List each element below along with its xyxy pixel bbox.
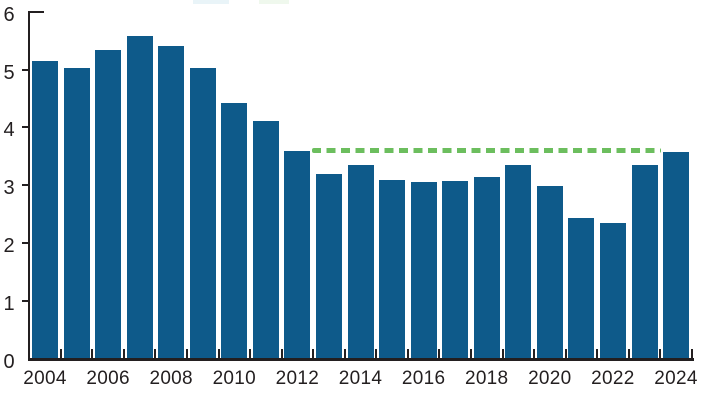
x-axis-label: 2010: [212, 368, 257, 389]
y-axis-top-tick: [29, 10, 44, 13]
x-axis-tick: [469, 349, 472, 358]
bar-2020: [536, 185, 563, 358]
y-axis-label: 1: [3, 293, 15, 316]
bar-2023: [631, 165, 658, 358]
x-axis-label: 2012: [275, 368, 320, 389]
x-axis-label: 2006: [86, 368, 130, 389]
y-axis-label: 4: [3, 119, 15, 142]
bar-2018: [473, 177, 500, 358]
bar-2013: [315, 174, 342, 358]
x-axis-tick: [406, 349, 409, 358]
x-axis-label: 2018: [464, 368, 509, 389]
bar-2022: [599, 222, 626, 358]
reference-dashed-line: [312, 148, 661, 154]
x-axis-label: 2024: [654, 368, 698, 389]
bar-2004: [32, 60, 58, 358]
x-axis-label: 2014: [338, 368, 383, 389]
x-axis-tick: [217, 349, 220, 358]
bar-2015: [379, 179, 406, 358]
y-axis-label: 2: [3, 235, 15, 258]
x-axis-tick: [659, 349, 662, 358]
bar-2021: [568, 217, 595, 358]
bar-2006: [95, 50, 122, 358]
x-axis-tick: [312, 349, 315, 358]
x-axis-line: [28, 358, 694, 361]
bar-2024: [663, 151, 689, 358]
x-axis-label: 2022: [591, 368, 635, 389]
bar-2008: [158, 45, 185, 358]
x-axis-tick: [501, 349, 504, 358]
bar-2017: [442, 180, 469, 358]
y-axis-tick: [22, 68, 29, 71]
y-axis-label: 0: [3, 351, 15, 373]
x-axis-tick: [122, 349, 125, 358]
x-axis-tick: [533, 349, 535, 358]
x-axis-tick: [438, 349, 441, 358]
x-axis-tick: [154, 349, 157, 358]
x-axis-tick: [343, 349, 346, 358]
y-axis-label: 6: [3, 3, 15, 26]
y-axis-tick: [22, 126, 29, 129]
bar-2009: [189, 68, 216, 358]
x-axis-tick: [596, 349, 599, 358]
x-axis-tick: [564, 349, 567, 358]
bar-2016: [410, 181, 437, 358]
bar-2007: [126, 35, 153, 358]
x-axis-label: 2008: [149, 368, 193, 389]
x-axis-label: 2020: [528, 368, 572, 389]
bar-2014: [347, 165, 374, 358]
bar-2012: [284, 150, 311, 358]
x-axis-tick: [91, 349, 94, 358]
x-axis-tick: [249, 349, 252, 358]
y-axis-label: 5: [3, 61, 15, 84]
cropped-text-remnant: [193, 0, 313, 4]
y-axis-tick: [22, 184, 29, 187]
x-axis-label: 2016: [401, 368, 446, 389]
y-axis-tick: [22, 242, 29, 245]
x-axis-tick: [280, 349, 283, 358]
x-axis-tick: [186, 349, 188, 358]
x-axis-tick: [375, 349, 378, 358]
x-axis-tick: [690, 349, 693, 358]
x-axis-tick: [59, 349, 62, 358]
x-axis-tick: [627, 349, 630, 358]
bar-2011: [252, 121, 279, 358]
y-axis-label: 3: [3, 177, 15, 200]
bar-2010: [221, 103, 248, 358]
y-axis-line: [28, 11, 30, 361]
y-axis-tick: [22, 300, 29, 303]
x-axis-label: 2004: [23, 368, 67, 389]
bar-2005: [63, 68, 90, 358]
bar-2019: [505, 165, 532, 358]
